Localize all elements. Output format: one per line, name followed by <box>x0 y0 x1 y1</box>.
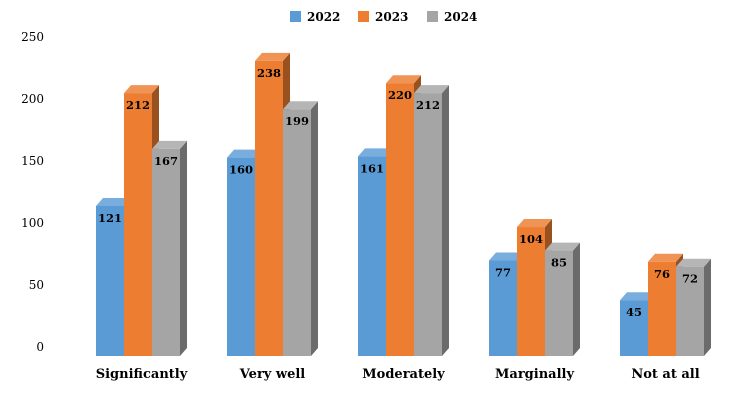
x-category-label: Moderately <box>362 367 445 382</box>
y-tick-label: 0 <box>36 340 44 354</box>
y-axis: 0 50 100 150 200 250 <box>21 30 44 354</box>
y-tick-label: 50 <box>29 278 44 292</box>
legend-swatch-2023 <box>358 11 369 22</box>
data-label: 167 <box>154 154 178 168</box>
data-label: 85 <box>551 256 567 270</box>
x-category-label: Significantly <box>96 367 188 382</box>
bar-2024-not-at-all <box>676 258 711 356</box>
legend-label-2023: 2023 <box>375 10 408 24</box>
data-label: 220 <box>388 88 412 102</box>
legend-label-2022: 2022 <box>307 10 340 24</box>
x-axis: Significantly Very well Moderately Marginal… <box>96 367 700 382</box>
x-category-label: Marginally <box>495 367 574 382</box>
data-label: 45 <box>626 305 642 319</box>
legend: 2022 2023 2024 <box>290 10 477 24</box>
data-labels-group: 121 212 167 160 238 199 161 220 212 77 104 85 45 76 72 <box>98 66 698 319</box>
data-label: 104 <box>519 232 543 246</box>
data-label: 161 <box>360 161 384 175</box>
data-label: 160 <box>229 163 253 177</box>
legend-swatch-2022 <box>290 11 301 22</box>
data-label: 199 <box>285 114 309 128</box>
y-tick-label: 200 <box>21 92 44 106</box>
bar-2024-marginally <box>545 242 580 356</box>
bar-2024-significantly <box>152 140 187 356</box>
bars-group <box>96 52 711 357</box>
data-label: 121 <box>98 211 122 225</box>
y-tick-label: 250 <box>21 30 44 44</box>
data-label: 238 <box>257 66 281 80</box>
data-label: 72 <box>682 272 698 286</box>
x-category-label: Not at all <box>631 367 699 382</box>
legend-label-2024: 2024 <box>444 10 477 24</box>
bar-2024-very-well <box>283 101 318 357</box>
data-label: 212 <box>126 98 150 112</box>
bar-2024-moderately <box>414 85 449 357</box>
data-label: 76 <box>654 267 670 281</box>
legend-swatch-2024 <box>427 11 438 22</box>
data-label: 77 <box>495 266 511 280</box>
x-category-label: Very well <box>239 367 305 382</box>
y-tick-label: 100 <box>21 216 44 230</box>
data-label: 212 <box>416 98 440 112</box>
y-tick-label: 150 <box>21 154 44 168</box>
